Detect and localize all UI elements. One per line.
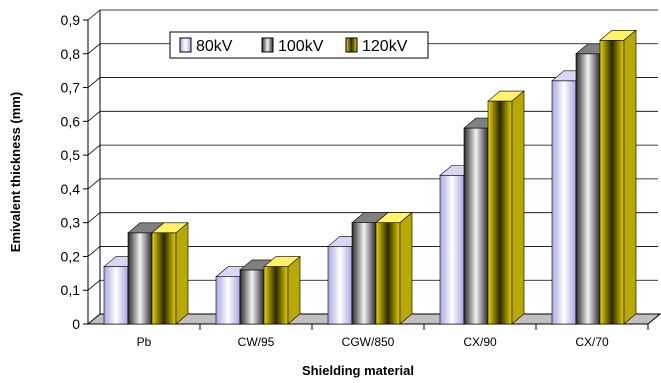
bar (375, 212, 413, 325)
bar-front (239, 269, 265, 325)
y-tick-label: 0,1 (61, 282, 81, 298)
y-tick-label: 0,8 (61, 46, 81, 62)
bar-side (399, 212, 413, 325)
gridline-side (87, 144, 101, 156)
bar (151, 222, 189, 325)
y-tick-label: 0,2 (61, 248, 81, 264)
legend-swatch (179, 37, 192, 53)
x-tick-label: CW/95 (238, 335, 275, 349)
bar (599, 29, 637, 325)
bar-side (623, 29, 637, 325)
bar-front (439, 175, 465, 325)
bar-front (151, 232, 177, 325)
gridline-side (87, 212, 101, 223)
x-axis-title: Shielding material (302, 363, 414, 378)
y-axis-title: Emivalent thickness (mm) (8, 92, 23, 252)
bar-side (511, 90, 525, 325)
gridline-side (87, 178, 101, 190)
bar-front (551, 80, 577, 325)
bar-front (375, 222, 401, 325)
y-tick-label: 0,5 (61, 147, 81, 163)
y-tick-label: 0,4 (61, 181, 81, 197)
bar-side (287, 255, 301, 325)
gridline-side (87, 77, 101, 88)
y-tick-label: 0,3 (61, 215, 81, 231)
legend-swatch (261, 37, 274, 53)
bar (263, 255, 301, 325)
x-tick-label: CX/90 (463, 335, 497, 349)
gridline-side (87, 111, 101, 122)
bars (103, 29, 637, 325)
bar-front (487, 100, 513, 325)
legend-label: 100kV (278, 38, 324, 55)
bar-front (599, 39, 625, 325)
x-tick-labels: Pb CW/95 CGW/850 CX/90 CX/70 (137, 324, 649, 349)
gridline-side (87, 43, 101, 55)
gridline-side (87, 279, 101, 291)
bar-front (463, 127, 489, 325)
y-tick-label: 0,7 (61, 80, 81, 96)
legend-label: 120kV (362, 38, 408, 55)
gridline-side (87, 246, 101, 257)
bar-front (575, 53, 601, 325)
y-tick-labels: 0 0,1 0,2 0,3 0,4 0,5 0,6 0,7 0,8 0,9 (61, 12, 88, 332)
x-tick-label: CX/70 (575, 335, 609, 349)
legend: 80kV 100kV 120kV (169, 31, 429, 59)
bar-front (327, 246, 353, 325)
y-tick-label: 0 (72, 316, 80, 332)
legend-box (169, 31, 429, 59)
bar-front (351, 222, 377, 325)
bar (487, 90, 525, 325)
x-tick-label: CGW/850 (342, 335, 395, 349)
legend-label: 80kV (196, 38, 233, 55)
x-tick-label: Pb (137, 335, 152, 349)
bar-front (127, 232, 153, 325)
gridline-side (87, 9, 101, 21)
bar-front (263, 266, 289, 325)
y-tick-label: 0,9 (61, 12, 81, 28)
legend-swatch (345, 37, 358, 53)
bar-front (103, 266, 129, 325)
bar-side (175, 222, 189, 325)
bar-front (215, 276, 241, 325)
y-tick-label: 0,6 (61, 113, 81, 129)
